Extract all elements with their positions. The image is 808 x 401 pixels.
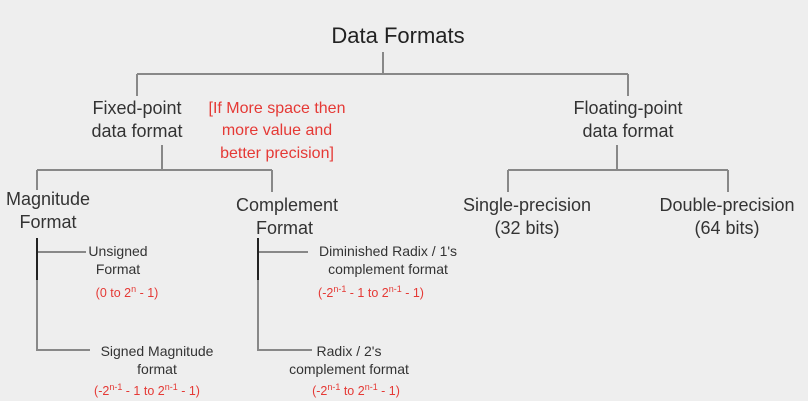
fixed-note-line-1: [If More space then bbox=[208, 100, 346, 117]
signed-range-c: - 1 to 2 bbox=[122, 384, 165, 398]
radix-range-exp1: n-1 bbox=[327, 382, 341, 392]
unsigned-label-1: Unsigned bbox=[88, 243, 148, 259]
diminished-label-1: Diminished Radix / 1's bbox=[318, 243, 458, 259]
radix-range: (-2n-1 to 2n-1 - 1) bbox=[300, 382, 412, 400]
floating-point-label-2: data format bbox=[582, 120, 674, 141]
unsigned-label-2: Format bbox=[95, 260, 141, 277]
complement-label-1: Complement bbox=[235, 195, 339, 215]
unsigned-format-node: Unsigned Format bbox=[80, 243, 156, 278]
complement-format-node: Complement Format bbox=[222, 194, 352, 239]
radix-range-e: - 1) bbox=[377, 384, 400, 398]
fixed-note-line-3: better precision] bbox=[220, 144, 334, 162]
radix-range-a: (-2 bbox=[312, 384, 328, 398]
fixed-point-label-1: Fixed-point bbox=[92, 98, 182, 118]
diminished-range-e: - 1) bbox=[401, 286, 424, 300]
signed-magnitude-label-2: format bbox=[137, 360, 177, 377]
unsigned-range-c: - 1) bbox=[136, 286, 159, 300]
unsigned-range-exp: n bbox=[131, 284, 137, 294]
signed-range-exp2: n-1 bbox=[164, 382, 178, 392]
single-label-2: (32 bits) bbox=[494, 217, 560, 238]
diminished-radix-node: Diminished Radix / 1's complement format bbox=[302, 243, 474, 278]
radix-range-exp2: n-1 bbox=[364, 382, 378, 392]
root-node: Data Formats bbox=[298, 22, 498, 50]
radix-label-1: Radix / 2's bbox=[316, 343, 382, 359]
fixed-point-note: [If More space then more value and bette… bbox=[196, 98, 358, 165]
unsigned-range: (0 to 2n - 1) bbox=[74, 284, 180, 302]
complement-label-2: Format bbox=[256, 217, 314, 238]
radix-node: Radix / 2's complement format bbox=[272, 343, 426, 378]
signed-range-e: - 1) bbox=[177, 384, 200, 398]
double-label-2: (64 bits) bbox=[694, 217, 760, 238]
signed-range-exp1: n-1 bbox=[109, 382, 123, 392]
diminished-radix-range: (-2n-1 - 1 to 2n-1 - 1) bbox=[304, 284, 438, 302]
fixed-note-line-2: more value and bbox=[221, 122, 333, 140]
single-precision-node: Single-precision (32 bits) bbox=[447, 194, 607, 239]
fixed-point-node: Fixed-point data format bbox=[72, 97, 202, 142]
signed-magnitude-node: Signed Magnitude format bbox=[86, 343, 228, 378]
diminished-range-a: (-2 bbox=[318, 286, 334, 300]
magnitude-label-2: Format bbox=[19, 211, 77, 232]
floating-point-label-1: Floating-point bbox=[573, 98, 683, 118]
radix-range-c: to 2 bbox=[340, 384, 365, 398]
diminished-range-exp2: n-1 bbox=[388, 284, 402, 294]
magnitude-format-node: Magnitude Format bbox=[0, 188, 96, 233]
unsigned-range-a: (0 to 2 bbox=[95, 286, 132, 300]
magnitude-label-1: Magnitude bbox=[5, 189, 91, 209]
single-label-1: Single-precision bbox=[462, 195, 592, 215]
diminished-range-exp1: n-1 bbox=[333, 284, 347, 294]
root-label: Data Formats bbox=[331, 23, 465, 48]
fixed-point-label-2: data format bbox=[91, 120, 183, 141]
diminished-label-2: complement format bbox=[328, 260, 448, 277]
diminished-range-c: - 1 to 2 bbox=[346, 286, 389, 300]
double-precision-node: Double-precision (64 bits) bbox=[647, 194, 807, 239]
signed-range-a: (-2 bbox=[94, 384, 110, 398]
radix-label-2: complement format bbox=[289, 360, 409, 377]
floating-point-node: Floating-point data format bbox=[548, 97, 708, 142]
signed-magnitude-range: (-2n-1 - 1 to 2n-1 - 1) bbox=[80, 382, 214, 400]
signed-magnitude-label-1: Signed Magnitude bbox=[100, 343, 214, 359]
double-label-1: Double-precision bbox=[659, 195, 795, 215]
